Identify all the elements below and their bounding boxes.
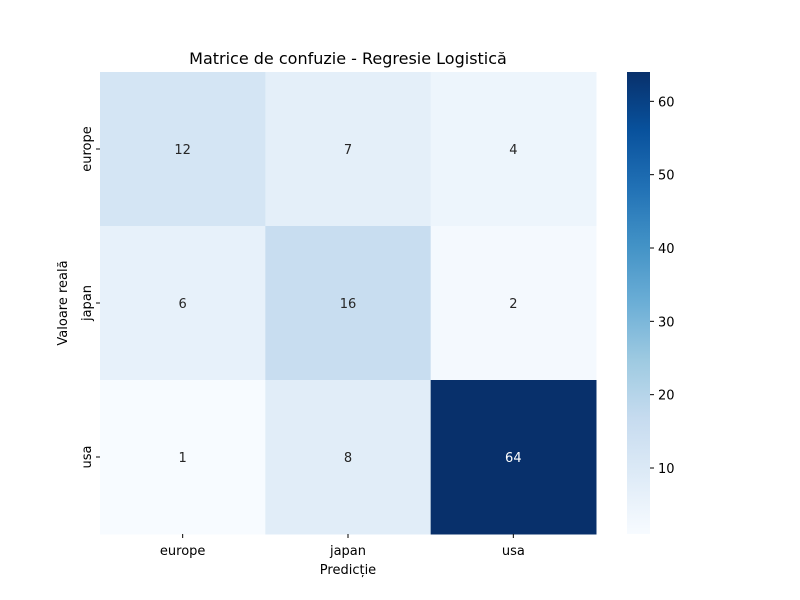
colorbar-ticks: 10 20 30 40 50 60	[650, 95, 675, 477]
x-tick-label: usa	[502, 544, 525, 559]
heatmap-cell	[265, 226, 432, 381]
cell-value-label: 8	[344, 451, 352, 466]
heatmap-cells: 12 7 4 6 16 2 1 8 64	[100, 72, 597, 535]
colorbar-tick-label: 20	[658, 389, 675, 404]
y-tick-label: usa	[80, 446, 95, 469]
y-axis-label: Valoare reală	[56, 260, 71, 345]
cell-value-label: 6	[179, 297, 187, 312]
cell-value-label: 12	[174, 143, 191, 158]
cell-value-label: 16	[340, 297, 357, 312]
heatmap-cell	[265, 380, 432, 535]
cell-value-label: 64	[505, 451, 522, 466]
heatmap-cell	[100, 226, 266, 381]
colorbar-tick-label: 10	[658, 462, 675, 477]
colorbar-tick-label: 40	[658, 242, 675, 257]
x-tick-label: japan	[329, 544, 366, 559]
colorbar-tick-label: 60	[658, 95, 675, 110]
cell-value-label: 2	[509, 297, 517, 312]
chart-title: Matrice de confuzie - Regresie Logistică	[189, 49, 507, 68]
cell-value-label: 1	[179, 451, 187, 466]
x-tick-label: europe	[160, 544, 206, 559]
y-tick-label: europe	[80, 126, 95, 172]
cell-value-label: 7	[344, 143, 352, 158]
x-axis-label: Predicție	[320, 563, 376, 578]
heatmap-cell	[430, 72, 597, 227]
cell-value-label: 4	[509, 143, 517, 158]
y-axis-ticks: europe japan usa	[80, 126, 100, 468]
colorbar-tick-label: 50	[658, 169, 675, 184]
colorbar-tick-label: 30	[658, 315, 675, 330]
colorbar	[627, 72, 650, 534]
heatmap-cell	[430, 226, 597, 381]
heatmap-cell	[100, 380, 266, 535]
y-tick-label: japan	[80, 285, 95, 322]
heatmap-cell	[265, 72, 432, 227]
heatmap-cell	[100, 72, 266, 227]
heatmap-cell	[430, 380, 597, 535]
x-axis-ticks: europe japan usa	[160, 534, 525, 559]
